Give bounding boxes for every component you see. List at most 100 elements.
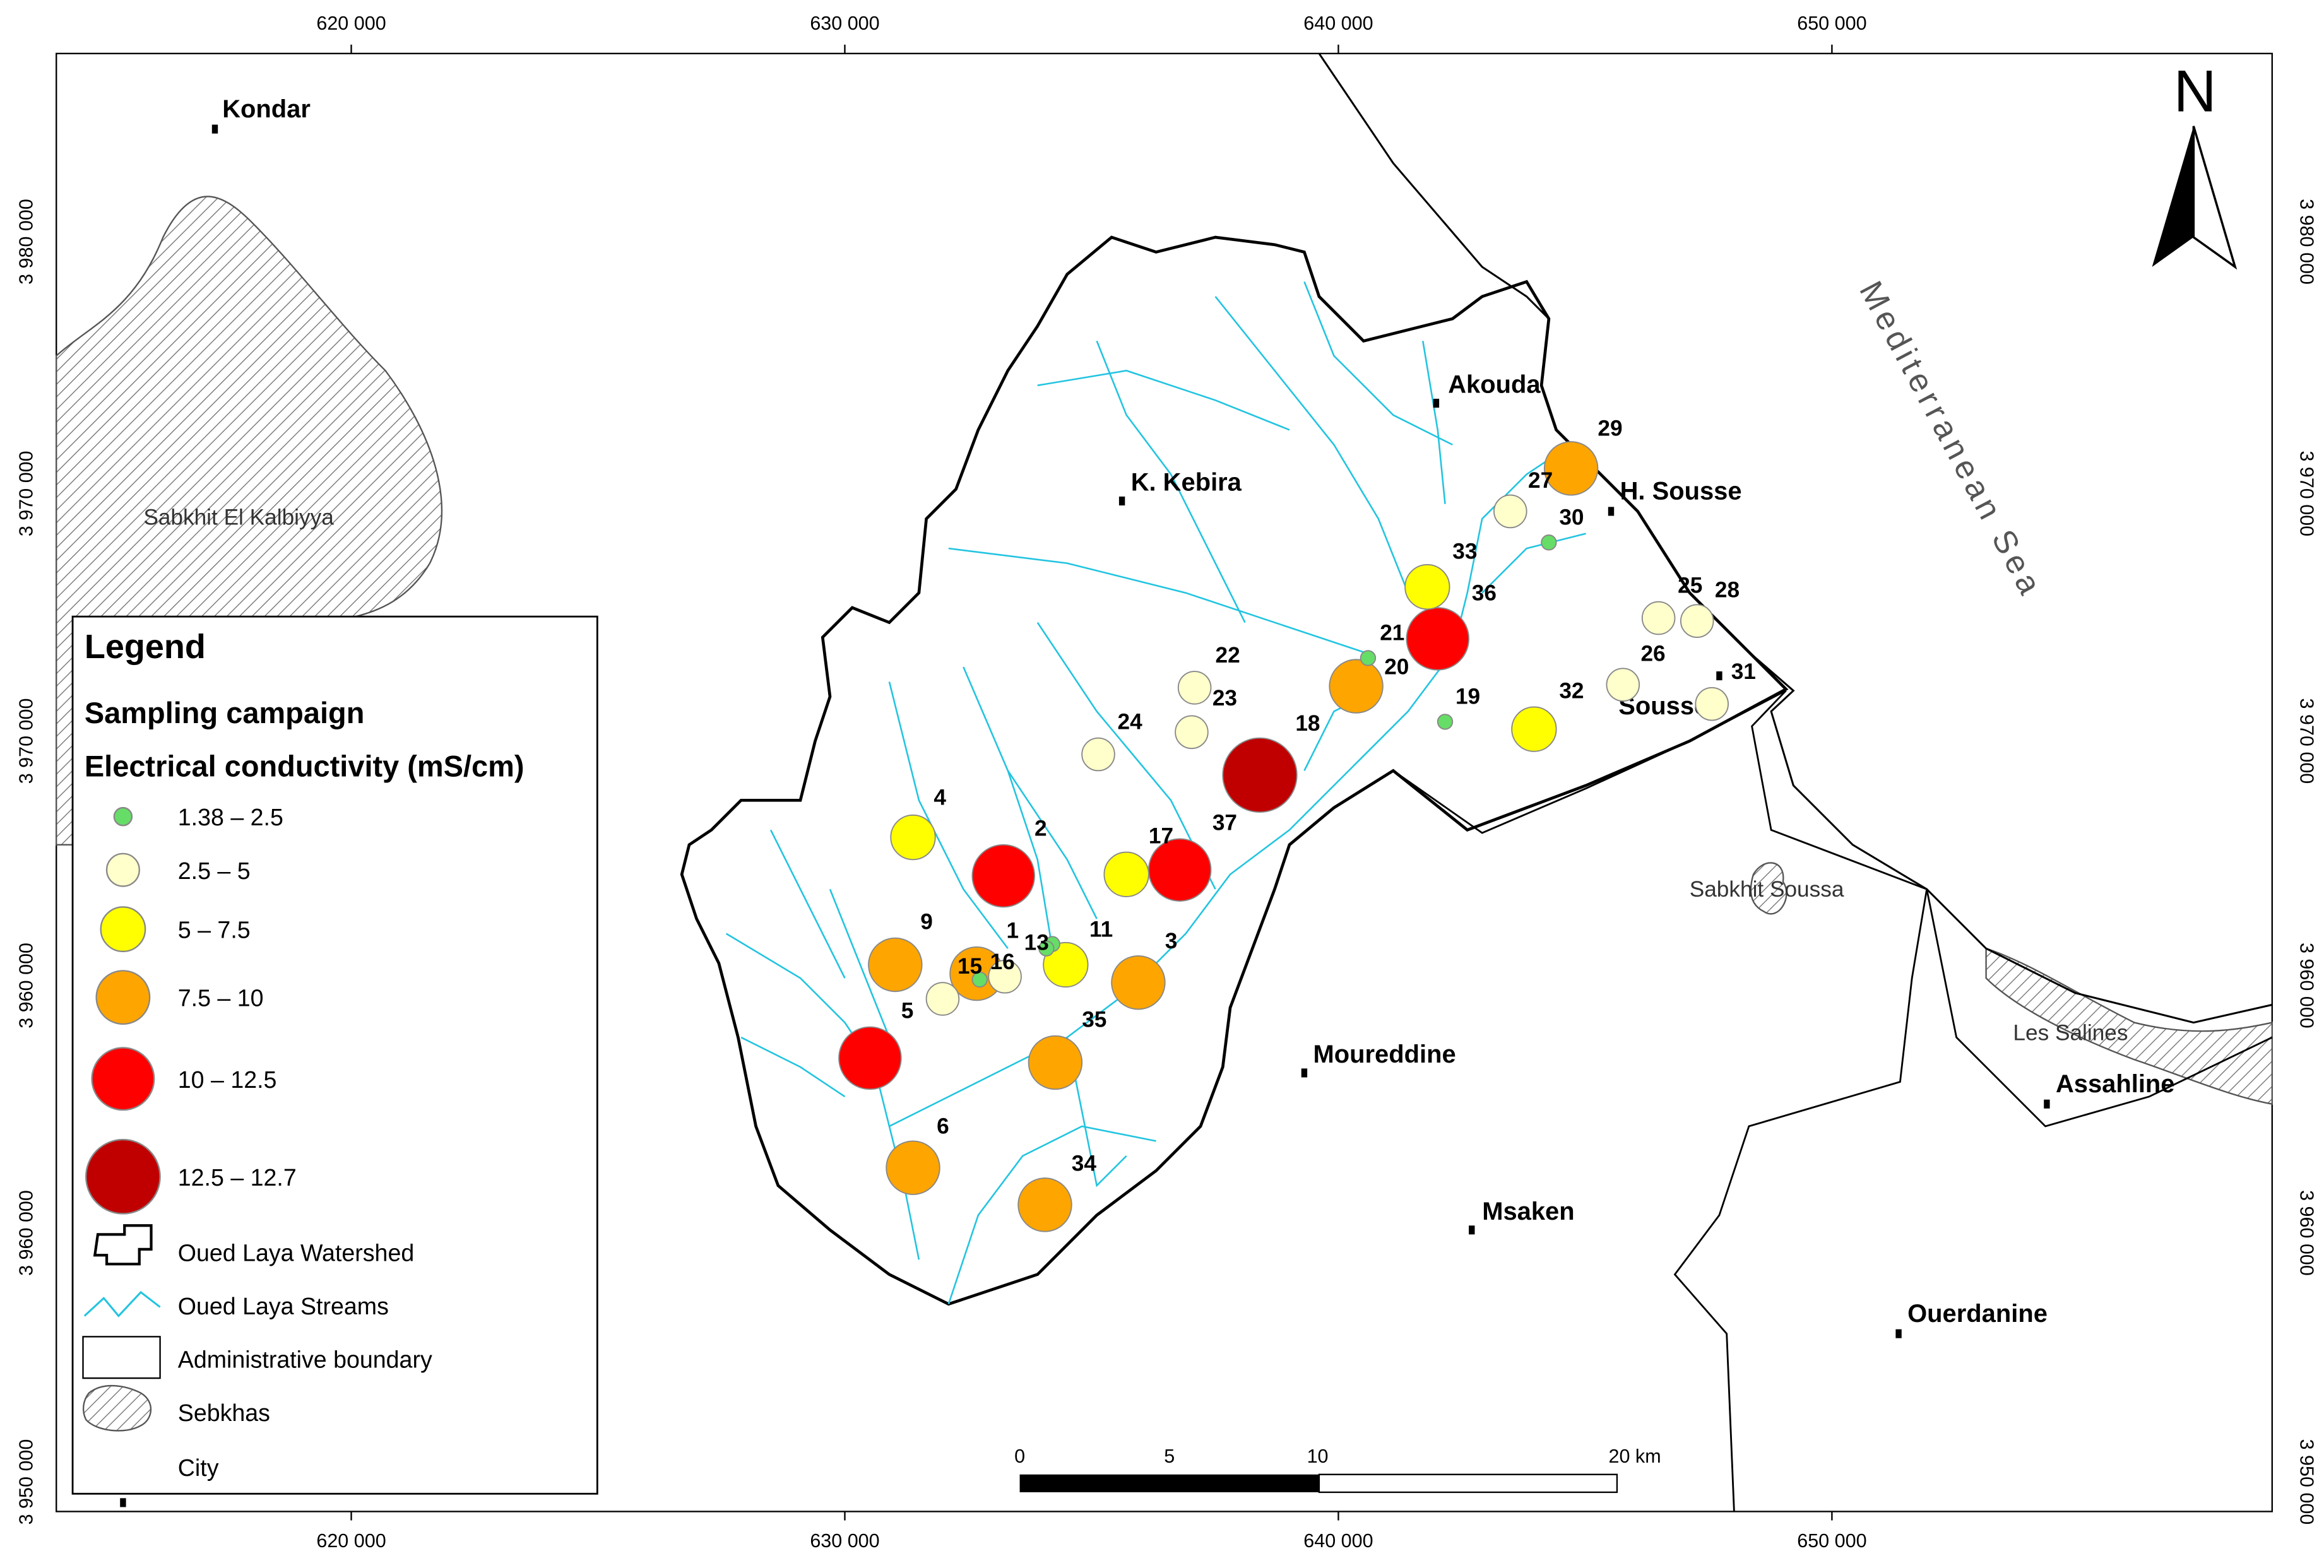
sample-point — [1111, 955, 1166, 1010]
sample-label: 13 — [1024, 931, 1049, 955]
sample-point — [868, 937, 923, 993]
legend-city-symbol — [120, 1498, 126, 1507]
sample-label: 30 — [1559, 505, 1584, 530]
legend-class-label: 7.5 – 10 — [178, 985, 264, 1011]
sample-label: 5 — [901, 999, 914, 1023]
sample-point — [1329, 659, 1384, 714]
sample-label: 17 — [1149, 823, 1173, 848]
y-coord-label: 3 960 000 — [2296, 1190, 2317, 1276]
scale-label: 0 — [1014, 1446, 1025, 1467]
sample-point — [1360, 650, 1377, 666]
sample-point — [1493, 494, 1527, 529]
sample-point — [1043, 941, 1089, 988]
legend-layer-label: Oued Laya Watershed — [178, 1240, 414, 1266]
sample-point — [1017, 1177, 1072, 1232]
scale-bar-white — [1318, 1473, 1618, 1494]
sample-point — [886, 1140, 940, 1195]
legend-symbol — [113, 806, 133, 827]
sample-label: 29 — [1598, 416, 1622, 441]
scale-bar-black — [1019, 1474, 1319, 1492]
x-coord-label: 650 000 — [1797, 13, 1866, 34]
sample-label: 21 — [1380, 621, 1404, 645]
city-marker — [1118, 496, 1125, 506]
sample-label: 15 — [957, 954, 982, 979]
x-coord-label: 620 000 — [316, 1530, 386, 1552]
sample-point — [988, 959, 1022, 994]
x-coord-label: 640 000 — [1303, 13, 1373, 34]
admin-boundary — [1673, 690, 1928, 1512]
city-label: Assahline — [2056, 1070, 2175, 1098]
city-marker — [1716, 671, 1722, 681]
sample-label: 31 — [1731, 659, 1756, 684]
sample-point — [838, 1026, 902, 1090]
sample-label: 3 — [1165, 929, 1178, 953]
sample-point — [1543, 441, 1599, 496]
sample-point — [1680, 604, 1714, 638]
x-coord-label: 620 000 — [316, 13, 386, 34]
sample-point — [1406, 607, 1470, 671]
north-arrow-right — [2192, 126, 2238, 270]
place-label: Les Salines — [2013, 1021, 2128, 1046]
city-label: Msaken — [1482, 1198, 1574, 1225]
x-coord-label: 630 000 — [810, 13, 879, 34]
sample-label: 9 — [920, 910, 933, 934]
sample-label: 1 — [1006, 919, 1019, 943]
legend-layer-label: Sebkhas — [178, 1400, 270, 1426]
y-coord-label: 3 970 000 — [2296, 699, 2317, 784]
place-label: Sabkhit Soussa — [1690, 877, 1844, 902]
sample-label: 35 — [1082, 1008, 1106, 1032]
y-coord-label: 3 980 000 — [16, 199, 37, 285]
legend-layer-label: City — [178, 1454, 219, 1481]
y-coord-label: 3 980 000 — [2296, 199, 2317, 285]
legend-symbol — [95, 970, 151, 1025]
legend-variable: Electrical conductivity (mS/cm) — [85, 750, 525, 783]
legend-subtitle: Sampling campaign — [85, 696, 365, 729]
y-coord-label: 3 970 000 — [16, 699, 37, 784]
scale-label: 5 — [1164, 1446, 1175, 1467]
sample-label: 11 — [1089, 917, 1113, 941]
city-label: H. Sousse — [1620, 478, 1742, 505]
legend-class-label: 5 – 7.5 — [178, 917, 251, 943]
city-marker — [1469, 1225, 1475, 1235]
legend-sebkha-symbol — [82, 1384, 152, 1432]
city-marker — [1608, 507, 1615, 516]
legend-class-label: 10 – 12.5 — [178, 1066, 277, 1093]
y-coord-label: 3 960 000 — [16, 1190, 37, 1276]
city-label: Moureddine — [1313, 1040, 1456, 1068]
sample-point — [1103, 851, 1149, 897]
y-coord-label: 3 970 000 — [2296, 451, 2317, 536]
city-label: Kondar — [222, 95, 311, 123]
sample-label: 27 — [1528, 468, 1553, 493]
legend-class-label: 12.5 – 12.7 — [178, 1164, 297, 1191]
sample-point — [1541, 534, 1557, 551]
sample-point — [971, 844, 1035, 908]
watershed-boundary — [680, 235, 1789, 1306]
sample-label: 16 — [990, 950, 1015, 974]
sebkha — [56, 196, 443, 846]
y-coord-label: 3 950 000 — [2296, 1439, 2317, 1525]
sample-label: 28 — [1715, 578, 1740, 603]
scale-label: 20 km — [1609, 1446, 1661, 1467]
sample-point — [1038, 940, 1055, 957]
sample-label: 36 — [1472, 581, 1497, 605]
admin-boundary — [1926, 888, 2273, 1128]
y-coord-label: 3 960 000 — [2296, 943, 2317, 1029]
north-label: N — [2174, 57, 2217, 124]
x-coord-label: 630 000 — [810, 1530, 879, 1552]
legend-stream-symbol — [83, 1290, 161, 1317]
sample-point — [890, 814, 936, 861]
sample-point — [1222, 737, 1298, 813]
sample-point — [1081, 737, 1115, 772]
city-marker — [2044, 1099, 2050, 1109]
sample-label: 2 — [1035, 816, 1047, 841]
sample-label: 22 — [1216, 643, 1240, 668]
sample-point — [925, 982, 960, 1016]
sample-label: 25 — [1678, 574, 1702, 598]
sample-label: 6 — [937, 1114, 949, 1139]
sample-label: 18 — [1295, 711, 1320, 736]
legend-class-label: 2.5 – 5 — [178, 858, 251, 884]
y-coord-label: 3 970 000 — [16, 451, 37, 536]
sample-label: 24 — [1118, 710, 1143, 734]
sample-point — [1641, 601, 1676, 635]
